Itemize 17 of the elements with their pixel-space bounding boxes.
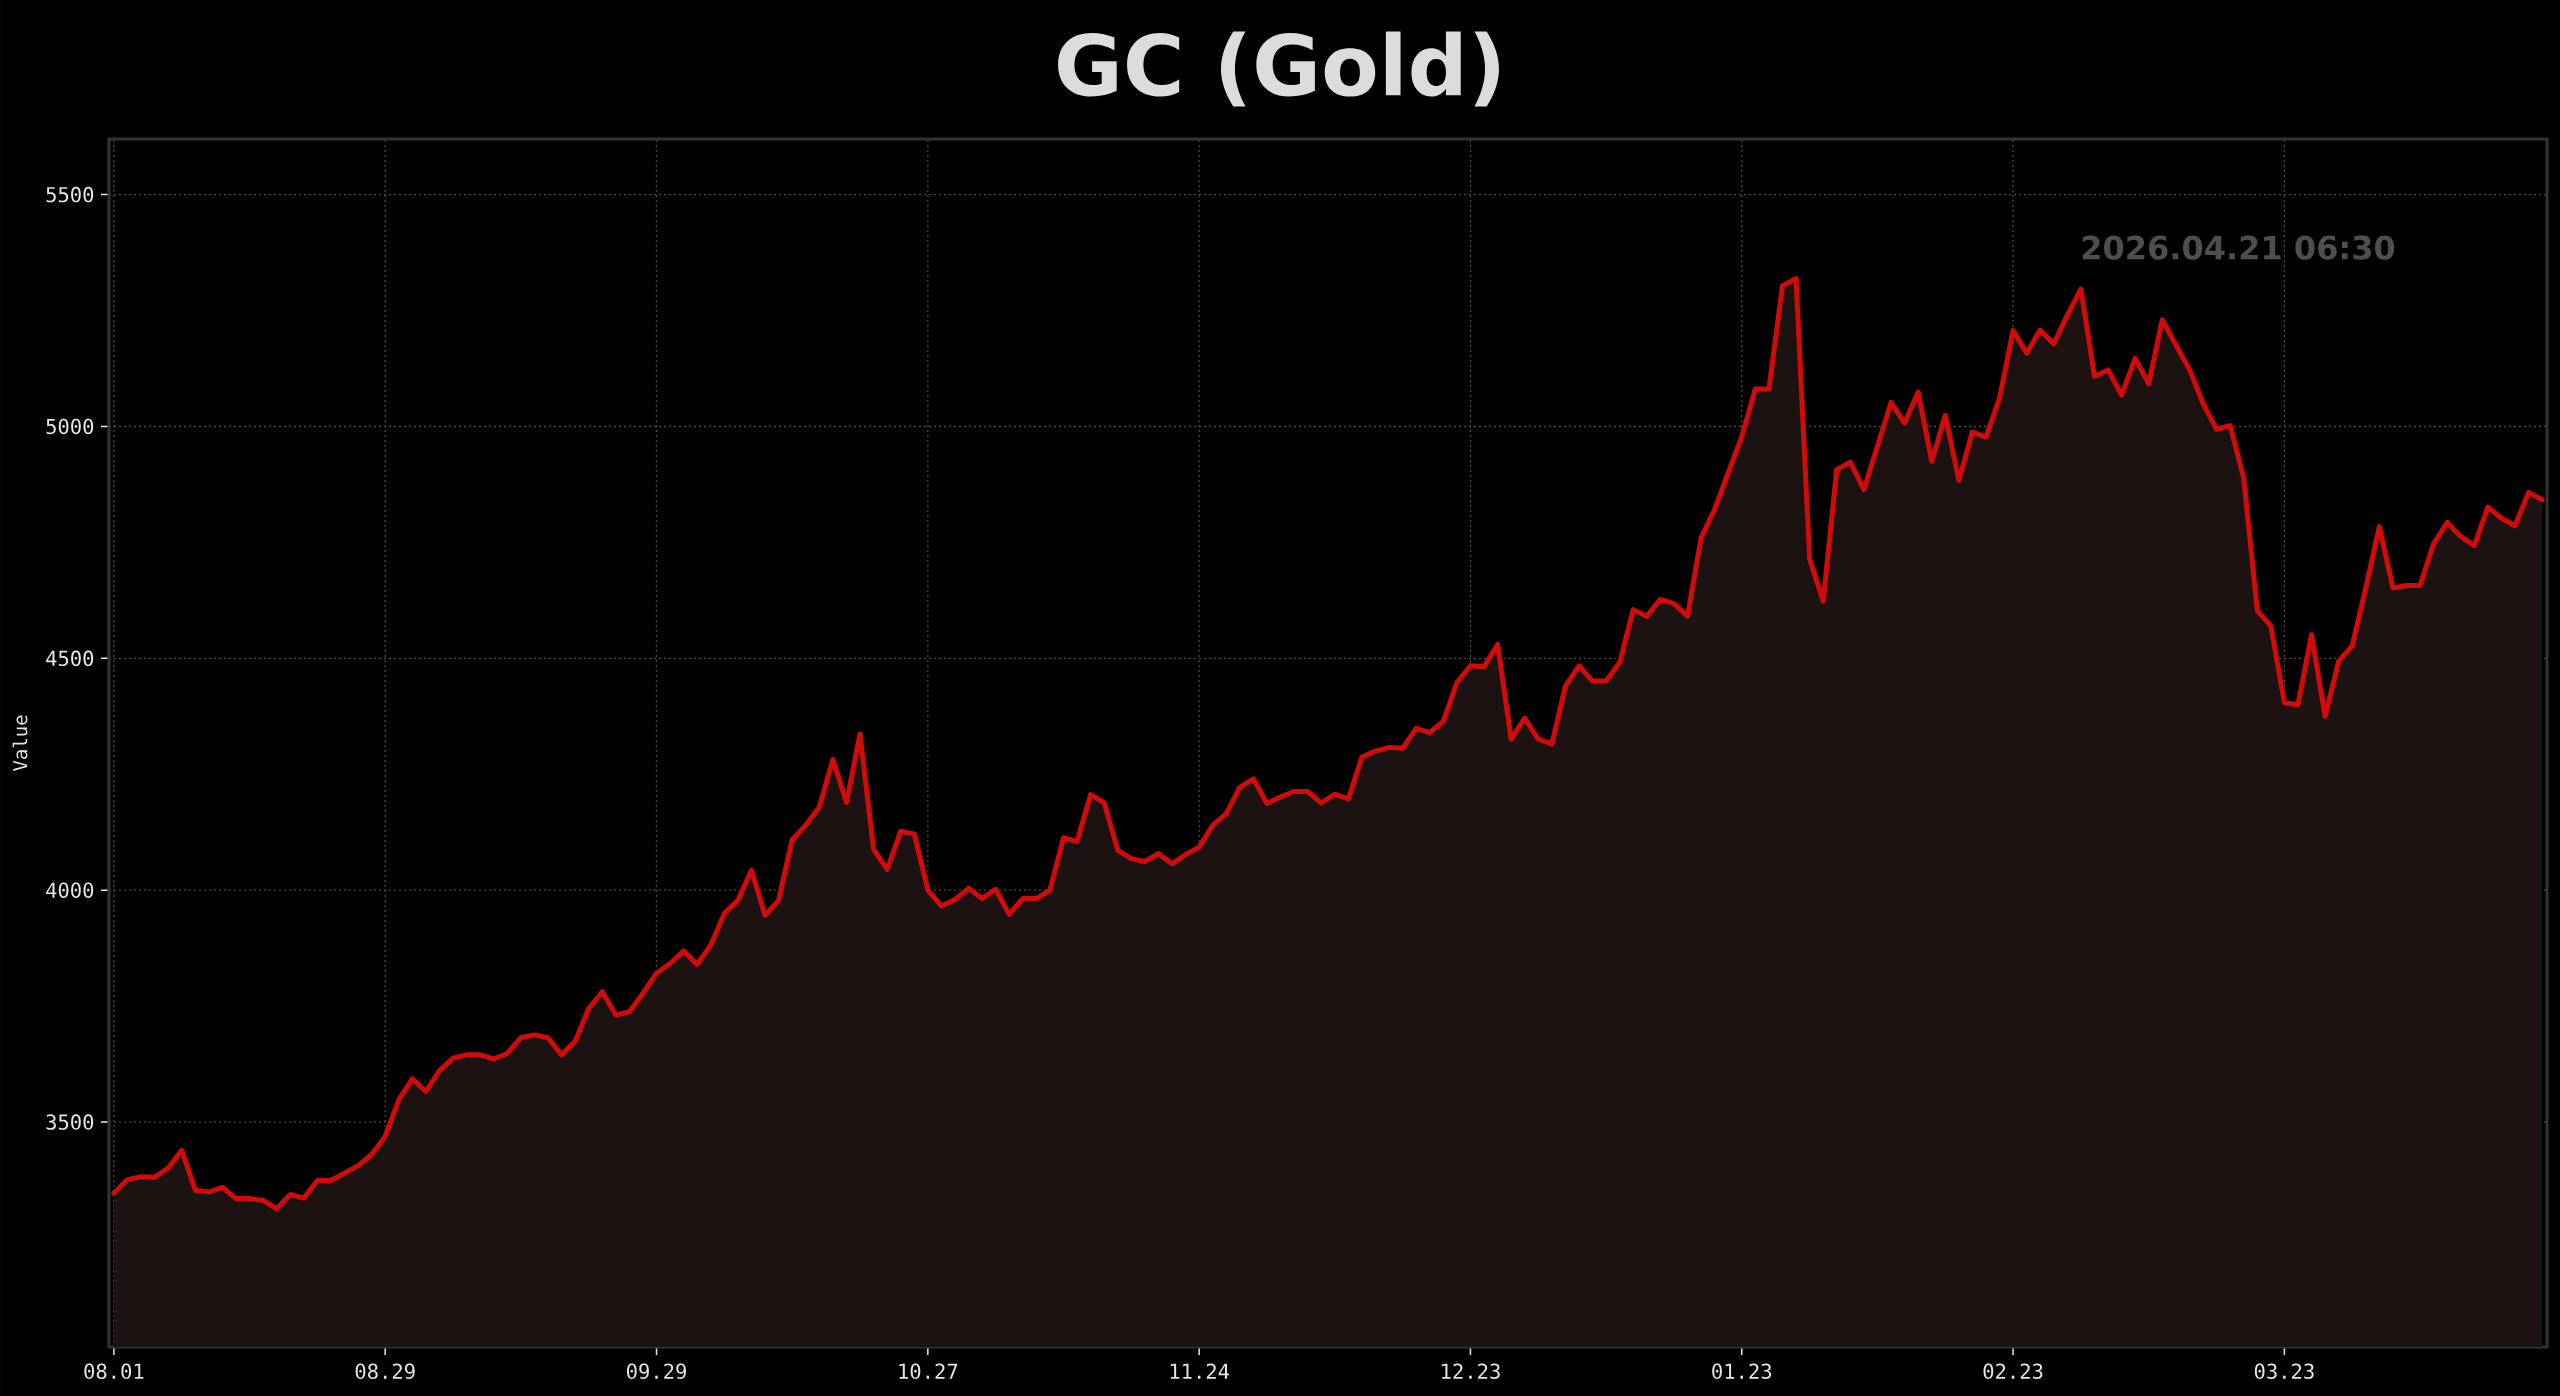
y-tick-label: 4000 (46, 882, 94, 898)
x-tick-label: 09.29 (626, 1363, 686, 1380)
chart-title: GC (Gold) (1058, 31, 1499, 107)
y-tick-label: 5000 (46, 418, 94, 435)
y-tick-label: 3500 (46, 1114, 94, 1130)
x-tick-label: 08.01 (84, 1363, 144, 1380)
x-tick-label: 02.23 (1983, 1363, 2043, 1380)
x-tick-label: 12.23 (1442, 1363, 1500, 1380)
x-tick-label: 11.24 (1170, 1363, 1229, 1379)
y-tick-label: 5500 (46, 186, 94, 203)
annotation: 2026.04.21 06:30 (2082, 235, 2395, 260)
x-tick-label: 03.23 (2254, 1363, 2314, 1380)
x-tick-label: 08.29 (355, 1363, 415, 1380)
x-tick-label: 10.27 (899, 1363, 958, 1380)
y-axis-title: Value (12, 715, 28, 772)
x-tick-label: 01.23 (1712, 1363, 1772, 1380)
y-tick-label: 4500 (46, 650, 94, 667)
